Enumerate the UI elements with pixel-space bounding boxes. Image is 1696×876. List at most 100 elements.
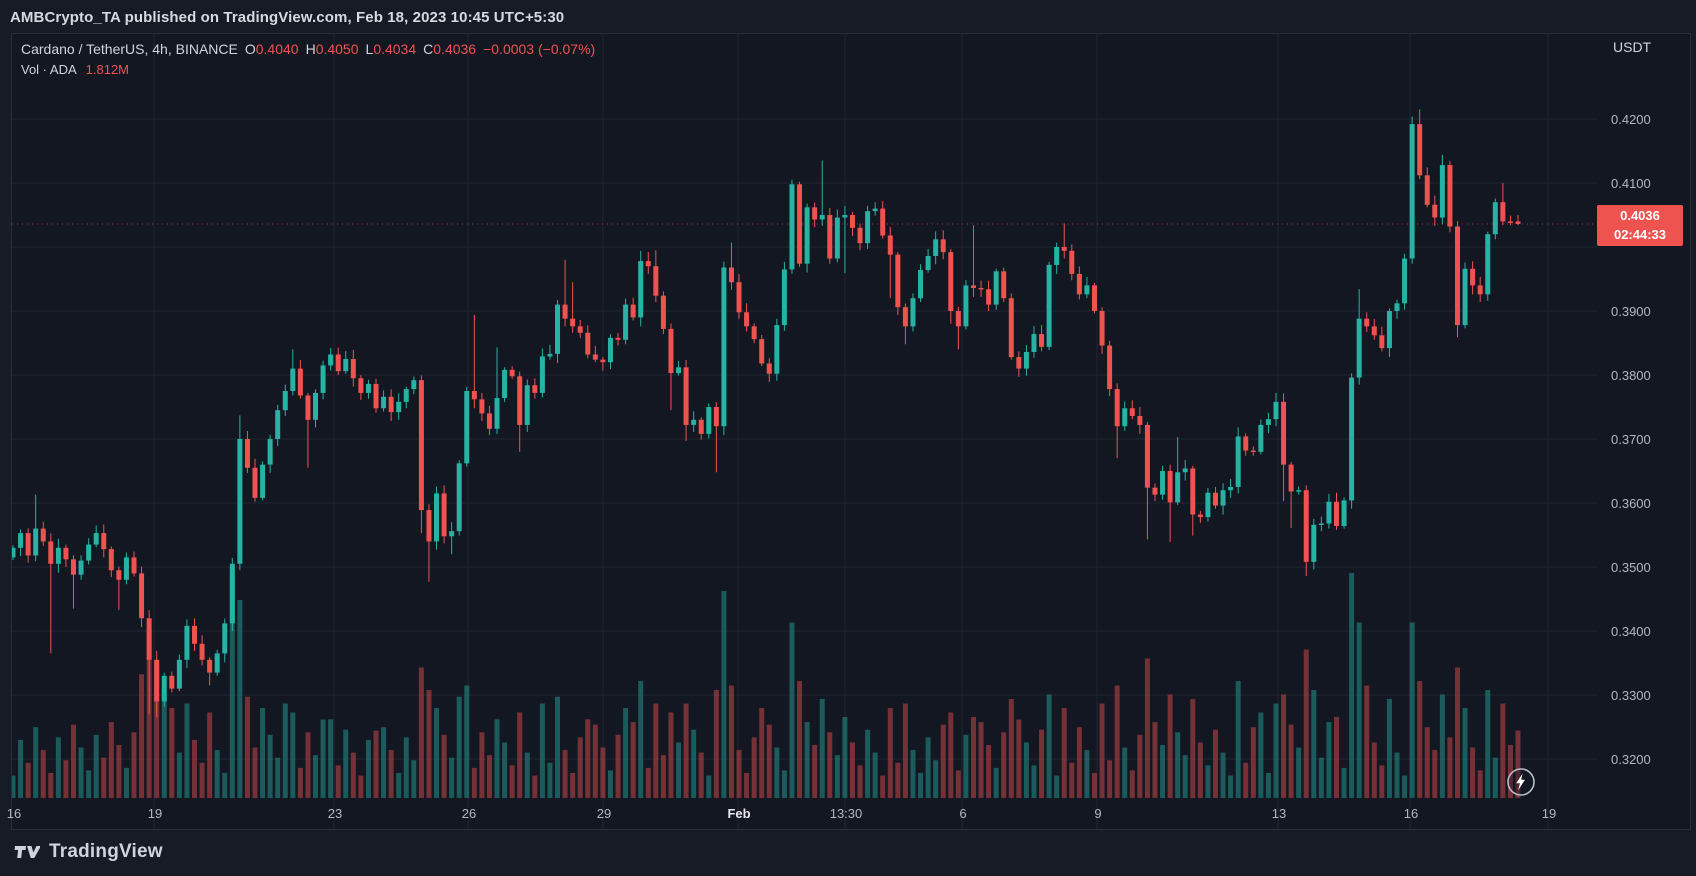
candle-body bbox=[1454, 226, 1460, 326]
candle-body bbox=[948, 252, 954, 311]
candle-body bbox=[766, 363, 772, 374]
volume-bar bbox=[1182, 755, 1188, 798]
candle-body bbox=[207, 659, 213, 673]
candle-body bbox=[237, 439, 243, 564]
candle-body bbox=[434, 493, 440, 542]
volume-bar bbox=[555, 696, 561, 798]
volume-bar bbox=[282, 703, 288, 798]
volume-bar bbox=[403, 737, 409, 798]
candle-body bbox=[1008, 298, 1014, 358]
candle-body bbox=[1439, 165, 1445, 218]
candle-body bbox=[169, 675, 175, 689]
volume-bar bbox=[116, 744, 122, 798]
boost-button[interactable] bbox=[1506, 767, 1536, 797]
candle-body bbox=[1016, 357, 1022, 369]
volume-bar bbox=[479, 732, 485, 798]
candle-body bbox=[192, 625, 198, 644]
volume-bar bbox=[464, 685, 470, 798]
candle-body bbox=[123, 557, 129, 580]
candle-body bbox=[290, 368, 296, 391]
volume-bar bbox=[55, 737, 61, 798]
candle-body bbox=[804, 207, 810, 264]
candle-body bbox=[978, 287, 984, 290]
volume-bar bbox=[502, 742, 508, 798]
volume-bar bbox=[607, 770, 613, 798]
time-tick-label: 13 bbox=[1271, 806, 1287, 821]
candle-body bbox=[524, 385, 530, 425]
candle-body bbox=[1243, 436, 1249, 451]
candle-body bbox=[887, 235, 893, 255]
candle-body bbox=[441, 493, 447, 537]
volume-bar bbox=[456, 696, 462, 798]
candle-body bbox=[1507, 221, 1513, 223]
candle-body bbox=[365, 383, 371, 393]
candle-body bbox=[40, 528, 46, 542]
candle-body bbox=[759, 339, 765, 364]
candle-body bbox=[116, 570, 122, 580]
candle-body bbox=[1046, 264, 1052, 347]
candle-body bbox=[1485, 234, 1491, 295]
volume-bar bbox=[653, 703, 659, 798]
volume-bar bbox=[313, 755, 319, 798]
symbol-title[interactable]: Cardano / TetherUS, 4h, BINANCE bbox=[21, 41, 238, 57]
volume-bar bbox=[963, 734, 969, 798]
volume-bar bbox=[1091, 772, 1097, 798]
candle-body bbox=[18, 533, 24, 548]
volume-bar bbox=[865, 729, 871, 798]
time-tick-label: 26 bbox=[461, 806, 477, 821]
volume-bar bbox=[532, 775, 538, 798]
volume-bar bbox=[365, 739, 371, 798]
volume-bar bbox=[834, 755, 840, 798]
volume-bar bbox=[1167, 694, 1173, 798]
tradingview-logo[interactable]: TradingView bbox=[13, 841, 163, 863]
candle-body bbox=[1447, 165, 1453, 227]
candle-body bbox=[940, 239, 946, 253]
candle-body bbox=[275, 410, 281, 439]
volume-bar bbox=[1326, 722, 1332, 798]
time-tick-label: 16 bbox=[1403, 806, 1419, 821]
candle-body bbox=[426, 510, 432, 542]
volume-bar bbox=[18, 739, 24, 798]
candle-body bbox=[1076, 273, 1082, 295]
candle-body bbox=[1167, 471, 1173, 503]
volume-bar bbox=[1084, 750, 1090, 798]
volume-bar bbox=[759, 708, 765, 798]
volume-bar bbox=[683, 703, 689, 798]
volume-bar bbox=[1152, 722, 1158, 798]
volume-bar bbox=[668, 712, 674, 798]
volume-bar bbox=[1470, 747, 1476, 798]
candle-body bbox=[653, 266, 659, 296]
candle-body bbox=[1182, 468, 1188, 473]
volume-bar bbox=[728, 685, 734, 798]
volume-bar bbox=[880, 775, 886, 798]
volume-bar bbox=[1379, 765, 1385, 798]
volume-bar bbox=[910, 750, 916, 798]
volume-bar bbox=[101, 757, 107, 798]
volume-bar bbox=[713, 690, 719, 798]
candle-body bbox=[335, 354, 341, 372]
volume-bar bbox=[131, 732, 137, 798]
candle-body bbox=[509, 369, 515, 377]
volume-bar bbox=[691, 729, 697, 798]
volume-bar bbox=[660, 755, 666, 798]
candle-body bbox=[781, 269, 787, 326]
volume-label[interactable]: Vol · ADA bbox=[21, 62, 77, 77]
volume-bar bbox=[978, 722, 984, 798]
candle-body bbox=[797, 184, 803, 264]
volume-bar bbox=[577, 737, 583, 798]
candle-body bbox=[562, 304, 568, 319]
price-tick-label: 0.3900 bbox=[1611, 304, 1651, 319]
tradingview-logo-text: TradingView bbox=[49, 841, 163, 862]
volume-bar bbox=[1212, 729, 1218, 798]
candle-body bbox=[1386, 311, 1392, 349]
candle-body bbox=[925, 255, 931, 271]
volume-bar bbox=[184, 703, 190, 798]
candle-body bbox=[819, 215, 825, 220]
candle-body bbox=[411, 380, 417, 390]
volume-bar bbox=[86, 770, 92, 798]
volume-bar bbox=[509, 765, 515, 798]
candle-body bbox=[706, 407, 712, 434]
candle-body bbox=[494, 398, 500, 429]
volume-bar bbox=[1333, 717, 1339, 798]
volume-bar bbox=[123, 767, 129, 798]
